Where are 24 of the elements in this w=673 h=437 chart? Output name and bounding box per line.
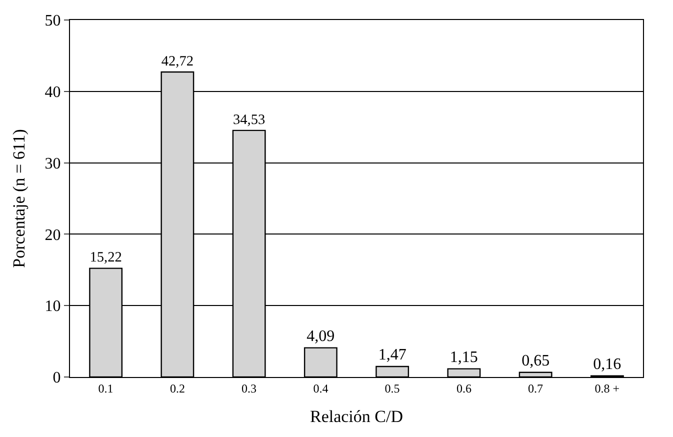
data-label: 15,22	[90, 250, 122, 266]
data-label: 0,16	[593, 356, 622, 373]
data-label: 4,09	[306, 328, 335, 345]
y-axis-title: Porcentaje (n = 611)	[9, 129, 28, 268]
data-label: 1,47	[378, 346, 406, 364]
x-tick-label: 0.4	[313, 381, 328, 396]
y-tick-label: 20	[44, 226, 61, 244]
x-tick-label: 0.7	[528, 381, 544, 396]
y-tick-label: 50	[44, 12, 61, 30]
x-axis-title: Relación C/D	[310, 406, 404, 426]
y-tick-label: 10	[44, 298, 61, 316]
data-label: 34,53	[232, 112, 266, 128]
y-tick-label: 0	[52, 370, 61, 387]
data-label: 0,65	[522, 352, 550, 370]
y-tick-label: 30	[44, 155, 61, 172]
x-tick-label: 0.3	[242, 381, 257, 396]
x-tick-label: 0.1	[98, 381, 114, 396]
x-tick-label: 0.8 +	[594, 381, 620, 396]
x-tick-label: 0.6	[456, 381, 472, 396]
y-tick-label: 40	[44, 84, 61, 101]
data-label: 1,15	[450, 348, 478, 366]
data-label: 42,72	[161, 53, 194, 70]
x-tick-label: 0.2	[170, 381, 185, 396]
x-tick-label: 0.5	[384, 381, 400, 396]
